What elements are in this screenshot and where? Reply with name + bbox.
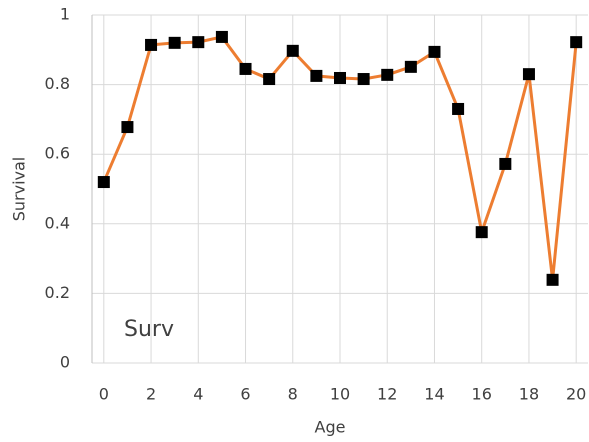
y-tick-label: 0.6 bbox=[45, 144, 70, 163]
x-tick-label: 2 bbox=[146, 385, 156, 404]
marker bbox=[97, 176, 110, 189]
marker bbox=[381, 68, 394, 81]
x-tick-label: 14 bbox=[424, 385, 444, 404]
marker bbox=[428, 45, 441, 58]
annotation: Surv bbox=[124, 317, 174, 342]
marker bbox=[404, 60, 417, 73]
x-tick-label: 4 bbox=[193, 385, 203, 404]
x-axis-label: Age bbox=[315, 418, 346, 437]
y-axis-label: Survival bbox=[10, 157, 29, 222]
x-tick-label: 8 bbox=[288, 385, 298, 404]
x-tick-label: 10 bbox=[330, 385, 350, 404]
y-tick-label: 0.4 bbox=[45, 213, 70, 232]
y-tick-label: 1 bbox=[60, 5, 70, 24]
marker bbox=[475, 226, 488, 239]
marker bbox=[168, 36, 181, 49]
y-tick-label: 0 bbox=[60, 353, 70, 372]
marker bbox=[334, 71, 346, 84]
marker bbox=[570, 36, 583, 49]
marker bbox=[145, 38, 158, 51]
marker bbox=[215, 30, 228, 43]
marker bbox=[192, 36, 205, 49]
x-tick-label: 16 bbox=[472, 385, 492, 404]
x-tick-label: 12 bbox=[377, 385, 397, 404]
y-tick-label: 0.8 bbox=[45, 74, 70, 93]
x-tick-label: 20 bbox=[566, 385, 586, 404]
x-tick-label: 0 bbox=[99, 385, 109, 404]
marker bbox=[522, 68, 535, 81]
marker bbox=[357, 73, 370, 86]
marker bbox=[452, 102, 465, 115]
marker bbox=[121, 121, 134, 134]
y-tick-label: 0.2 bbox=[45, 283, 70, 302]
marker bbox=[310, 69, 323, 82]
marker bbox=[239, 62, 252, 75]
marker bbox=[546, 273, 559, 286]
x-tick-label: 18 bbox=[519, 385, 539, 404]
marker bbox=[263, 73, 276, 86]
marker bbox=[499, 157, 512, 170]
marker bbox=[286, 44, 299, 57]
x-tick-label: 6 bbox=[240, 385, 250, 404]
